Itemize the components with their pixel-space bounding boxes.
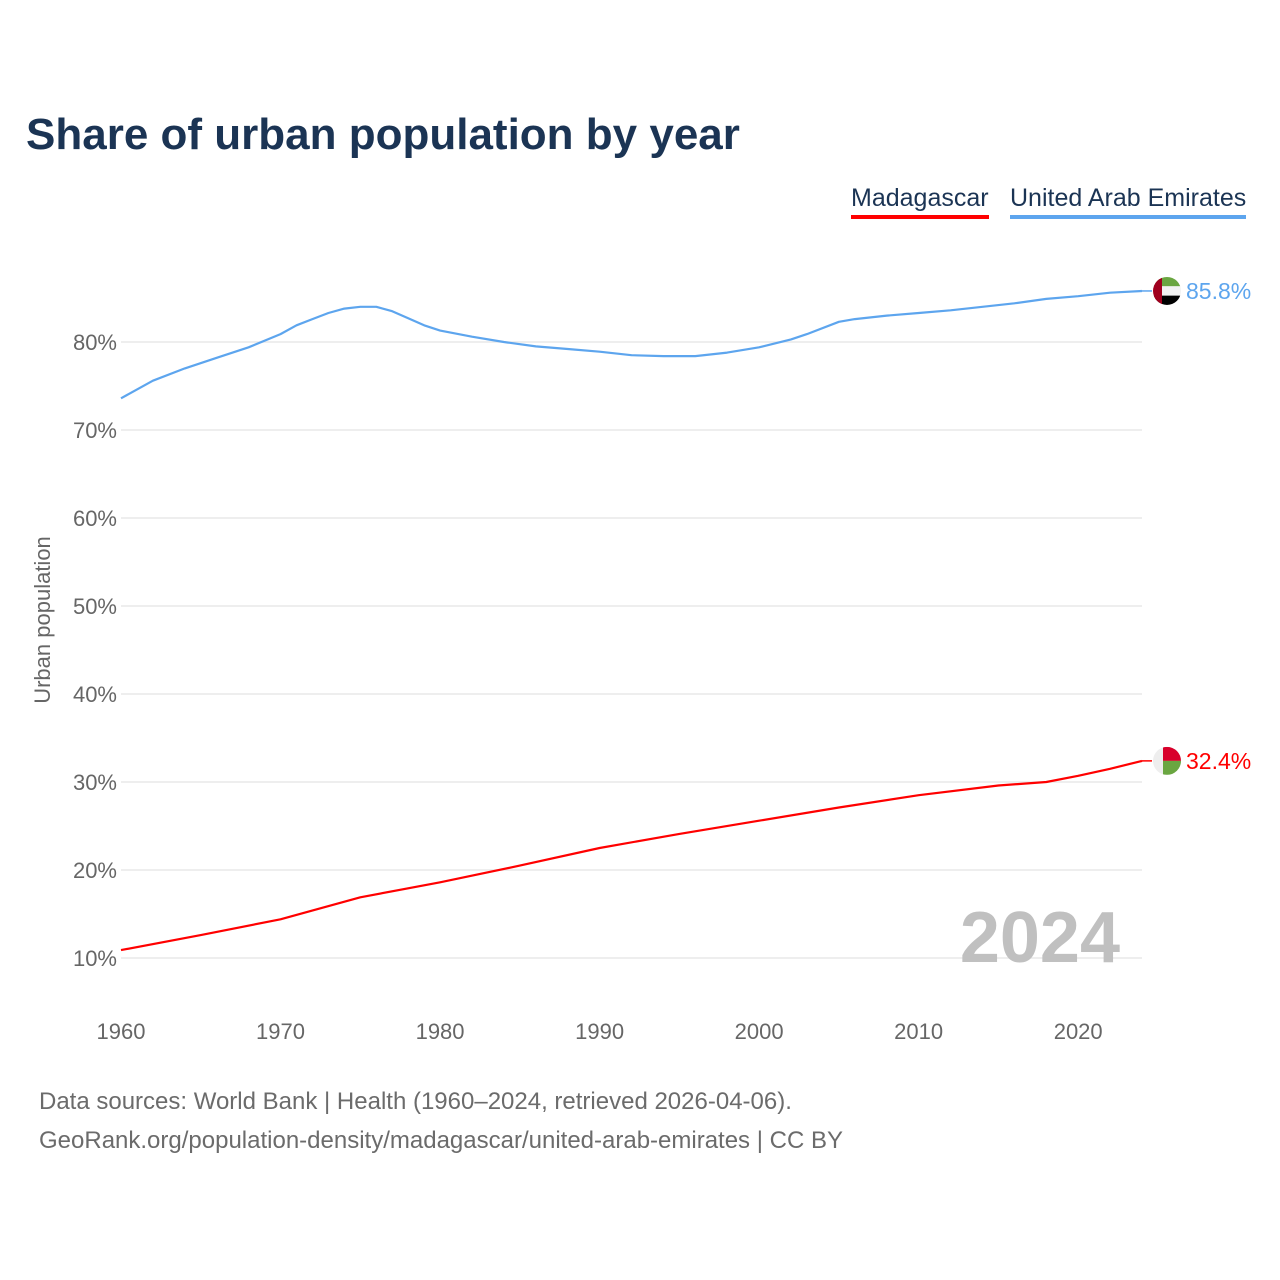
y-tick-label: 10% <box>73 946 117 971</box>
series-line-madagascar <box>120 759 1143 952</box>
x-tick-label: 2000 <box>735 1019 784 1044</box>
year-watermark: 2024 <box>960 898 1120 978</box>
chart-title: Share of urban population by year <box>26 110 740 159</box>
x-tick-label: 1970 <box>256 1019 305 1044</box>
y-tick-label: 50% <box>73 594 117 619</box>
legend-madagascar[interactable]: Madagascar <box>851 184 989 219</box>
x-tick-label: 1960 <box>97 1019 146 1044</box>
x-tick-label: 2020 <box>1054 1019 1103 1044</box>
madagascar-flag-icon <box>1153 746 1181 775</box>
source-text: Data sources: World Bank | Health (1960–… <box>39 1088 792 1115</box>
y-tick-label: 40% <box>73 682 117 707</box>
source-link[interactable]: GeoRank.org/population-density/madagasca… <box>39 1127 843 1154</box>
y-axis-label: Urban population <box>30 536 55 704</box>
y-tick-label: 80% <box>73 330 117 355</box>
legend-united-arab-emirates[interactable]: United Arab Emirates <box>1010 184 1247 219</box>
y-tick-label: 70% <box>73 418 117 443</box>
end-value-label: 32.4% <box>1186 748 1251 774</box>
x-tick-label: 1990 <box>575 1019 624 1044</box>
y-tick-label: 30% <box>73 770 117 795</box>
x-tick-label: 1980 <box>416 1019 465 1044</box>
end-value-label: 85.8% <box>1186 278 1251 304</box>
y-tick-label: 20% <box>73 858 117 883</box>
y-tick-label: 60% <box>73 506 117 531</box>
line-chart: 10% 20% 30% 40% 50% 60% 70% 80% 1960 1970 1980 1990… <box>30 276 1251 1044</box>
series-line-uae <box>120 289 1143 400</box>
uae-flag-icon <box>1153 276 1181 305</box>
x-tick-label: 2010 <box>894 1019 943 1044</box>
